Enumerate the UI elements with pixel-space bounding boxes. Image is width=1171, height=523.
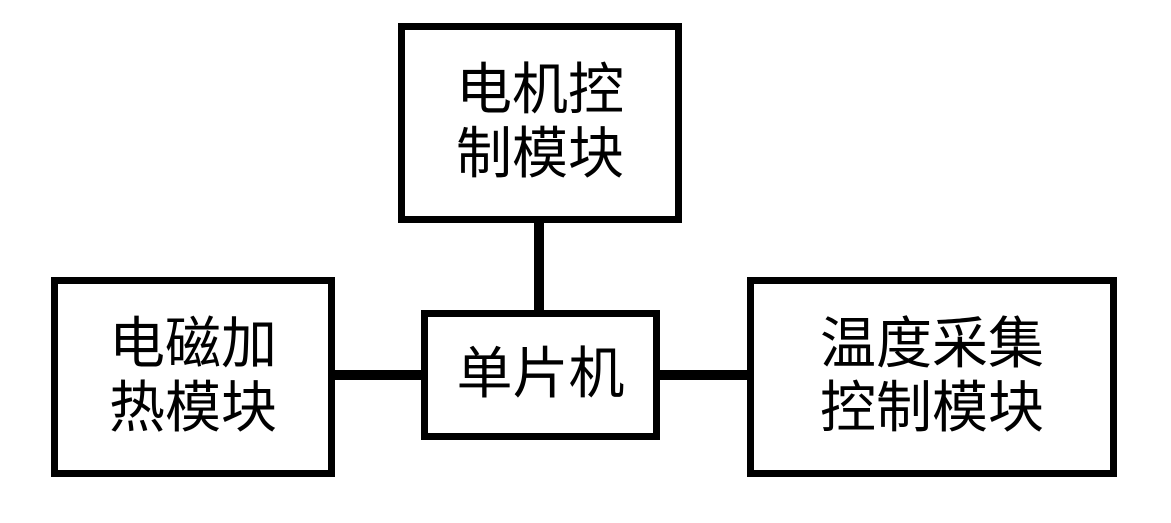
node-temperature-acquisition-label: 温度采集 控制模块 (820, 313, 1044, 442)
node-mcu-label: 单片机 (457, 343, 625, 407)
connector-top-center (534, 223, 544, 310)
connector-center-right (660, 370, 747, 380)
node-motor-control: 电机控 制模块 (398, 23, 682, 223)
node-mcu: 单片机 (421, 310, 660, 440)
node-electromagnetic-heating-label: 电磁加 热模块 (109, 313, 277, 442)
node-electromagnetic-heating: 电磁加 热模块 (51, 277, 335, 477)
connector-left-center (335, 370, 421, 380)
node-temperature-acquisition: 温度采集 控制模块 (747, 277, 1117, 477)
node-motor-control-label: 电机控 制模块 (456, 59, 624, 188)
